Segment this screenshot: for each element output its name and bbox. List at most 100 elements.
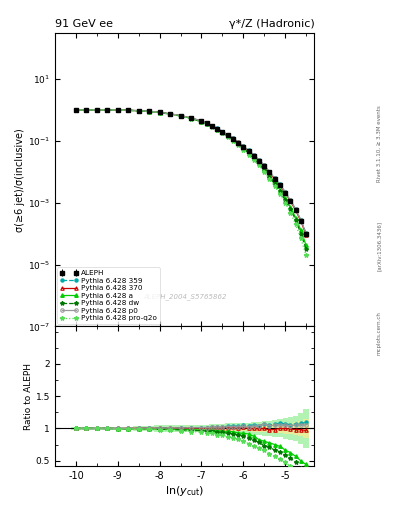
Pythia 6.428 p0 xyxy=(236,139,241,145)
Pythia 6.428 370 xyxy=(220,129,225,135)
Pythia 6.428 pro-q2o xyxy=(262,168,266,175)
Pythia 6.428 370 xyxy=(126,107,130,113)
Pythia 6.428 370 xyxy=(230,135,235,141)
X-axis label: $\ln(y_{\mathregular{cut}})$: $\ln(y_{\mathregular{cut}})$ xyxy=(165,483,204,498)
Pythia 6.428 370 xyxy=(189,115,193,121)
Pythia 6.428 359 xyxy=(220,129,225,135)
Pythia 6.428 a xyxy=(73,107,78,113)
Line: Pythia 6.428 359: Pythia 6.428 359 xyxy=(74,109,308,234)
Pythia 6.428 pro-q2o xyxy=(84,107,89,113)
Pythia 6.428 p0 xyxy=(204,120,209,126)
Pythia 6.428 dw xyxy=(262,167,266,174)
Pythia 6.428 dw xyxy=(293,217,298,223)
Pythia 6.428 359 xyxy=(84,107,89,113)
Pythia 6.428 359 xyxy=(199,118,204,124)
Pythia 6.428 a xyxy=(178,113,183,119)
Pythia 6.428 pro-q2o xyxy=(277,191,282,197)
Line: Pythia 6.428 pro-q2o: Pythia 6.428 pro-q2o xyxy=(74,108,308,258)
Pythia 6.428 a xyxy=(116,107,120,113)
Pythia 6.428 dw xyxy=(225,133,230,139)
Pythia 6.428 359 xyxy=(147,109,152,115)
Text: 91 GeV ee: 91 GeV ee xyxy=(55,19,113,29)
Pythia 6.428 dw xyxy=(241,145,246,152)
Pythia 6.428 a xyxy=(304,242,309,248)
Pythia 6.428 p0 xyxy=(262,162,266,168)
Pythia 6.428 p0 xyxy=(189,115,193,121)
Pythia 6.428 p0 xyxy=(293,206,298,212)
Pythia 6.428 359 xyxy=(204,120,209,126)
Pythia 6.428 359 xyxy=(168,111,173,117)
Legend: ALEPH, Pythia 6.428 359, Pythia 6.428 370, Pythia 6.428 a, Pythia 6.428 dw, Pyth: ALEPH, Pythia 6.428 359, Pythia 6.428 37… xyxy=(57,267,160,324)
Pythia 6.428 a xyxy=(126,107,130,113)
Pythia 6.428 370 xyxy=(267,169,272,176)
Pythia 6.428 p0 xyxy=(298,217,303,223)
Pythia 6.428 dw xyxy=(252,155,256,161)
Pythia 6.428 a xyxy=(168,111,173,117)
Pythia 6.428 dw xyxy=(220,130,225,136)
Pythia 6.428 pro-q2o xyxy=(252,157,256,163)
Pythia 6.428 dw xyxy=(257,161,261,167)
Pythia 6.428 a xyxy=(204,120,209,126)
Pythia 6.428 370 xyxy=(84,107,89,113)
Pythia 6.428 a xyxy=(257,160,261,166)
Pythia 6.428 pro-q2o xyxy=(116,107,120,113)
Pythia 6.428 359 xyxy=(209,122,214,129)
Pythia 6.428 359 xyxy=(116,107,120,113)
Pythia 6.428 370 xyxy=(199,118,204,124)
Pythia 6.428 dw xyxy=(209,123,214,130)
Pythia 6.428 370 xyxy=(272,176,277,182)
Pythia 6.428 a xyxy=(288,204,293,210)
Pythia 6.428 a xyxy=(105,107,110,113)
Pythia 6.428 p0 xyxy=(147,109,152,115)
Pythia 6.428 370 xyxy=(94,107,99,113)
Pythia 6.428 359 xyxy=(283,189,287,195)
Pythia 6.428 359 xyxy=(215,125,220,132)
Pythia 6.428 359 xyxy=(157,109,162,115)
Pythia 6.428 370 xyxy=(178,113,183,119)
Text: ALEPH_2004_S5765862: ALEPH_2004_S5765862 xyxy=(143,294,226,301)
Pythia 6.428 dw xyxy=(246,150,251,156)
Pythia 6.428 359 xyxy=(225,132,230,138)
Pythia 6.428 pro-q2o xyxy=(105,107,110,113)
Pythia 6.428 a xyxy=(277,187,282,193)
Pythia 6.428 p0 xyxy=(209,122,214,129)
Pythia 6.428 a xyxy=(147,109,152,115)
Pythia 6.428 pro-q2o xyxy=(136,108,141,114)
Pythia 6.428 pro-q2o xyxy=(283,200,287,206)
Pythia 6.428 370 xyxy=(298,218,303,224)
Pythia 6.428 359 xyxy=(73,107,78,113)
Pythia 6.428 pro-q2o xyxy=(298,236,303,242)
Line: Pythia 6.428 a: Pythia 6.428 a xyxy=(74,108,308,247)
Pythia 6.428 370 xyxy=(257,158,261,164)
Pythia 6.428 359 xyxy=(267,168,272,175)
Pythia 6.428 a xyxy=(94,107,99,113)
Pythia 6.428 pro-q2o xyxy=(241,146,246,153)
Pythia 6.428 370 xyxy=(252,153,256,159)
Pythia 6.428 a xyxy=(283,195,287,201)
Pythia 6.428 pro-q2o xyxy=(168,111,173,117)
Pythia 6.428 359 xyxy=(252,152,256,158)
Pythia 6.428 370 xyxy=(204,120,209,126)
Pythia 6.428 p0 xyxy=(277,182,282,188)
Pythia 6.428 359 xyxy=(236,139,241,145)
Pythia 6.428 370 xyxy=(73,107,78,113)
Pythia 6.428 p0 xyxy=(304,230,309,237)
Pythia 6.428 pro-q2o xyxy=(225,134,230,140)
Pythia 6.428 370 xyxy=(225,132,230,138)
Pythia 6.428 dw xyxy=(199,119,204,125)
Pythia 6.428 dw xyxy=(168,111,173,117)
Pythia 6.428 a xyxy=(262,166,266,173)
Pythia 6.428 dw xyxy=(277,188,282,195)
Pythia 6.428 p0 xyxy=(288,197,293,203)
Pythia 6.428 p0 xyxy=(215,125,220,132)
Pythia 6.428 dw xyxy=(272,181,277,187)
Pythia 6.428 dw xyxy=(94,107,99,113)
Pythia 6.428 pro-q2o xyxy=(288,209,293,216)
Pythia 6.428 a xyxy=(293,215,298,221)
Text: mcplots.cern.ch: mcplots.cern.ch xyxy=(377,311,382,355)
Pythia 6.428 dw xyxy=(73,107,78,113)
Pythia 6.428 359 xyxy=(293,206,298,212)
Pythia 6.428 370 xyxy=(209,123,214,129)
Pythia 6.428 p0 xyxy=(168,111,173,117)
Pythia 6.428 pro-q2o xyxy=(189,116,193,122)
